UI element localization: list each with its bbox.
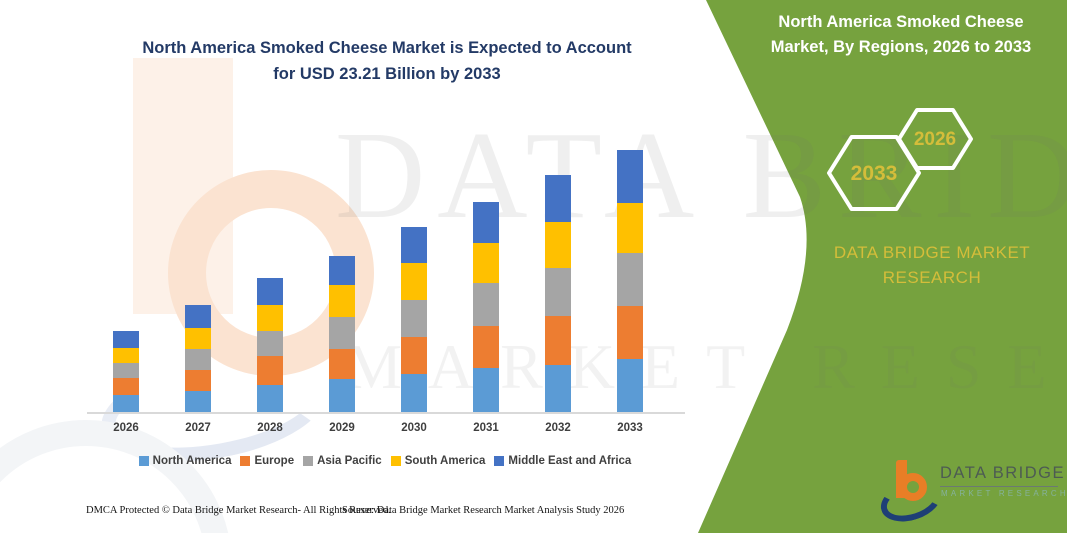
bar-segment-north-america bbox=[257, 385, 283, 412]
chart-title-line2: for USD 23.21 Billion by 2033 bbox=[273, 64, 501, 83]
x-axis-label-2030: 2030 bbox=[401, 422, 427, 434]
bar-group-2027 bbox=[185, 305, 211, 412]
panel-title-line2: Market, By Regions, 2026 to 2033 bbox=[770, 37, 1032, 56]
bar-segment-asia-pacific bbox=[185, 349, 211, 370]
bar-group-2030 bbox=[401, 227, 427, 412]
hexagon-2026 bbox=[897, 108, 973, 170]
x-axis-label-2028: 2028 bbox=[257, 422, 283, 434]
bar-segment-europe bbox=[185, 370, 211, 391]
hexagon-2033 bbox=[827, 135, 921, 211]
bar-segment-north-america bbox=[401, 374, 427, 412]
legend-item-north-america: North America bbox=[138, 455, 232, 467]
legend-item-europe: Europe bbox=[240, 455, 294, 467]
hexagon-2033-label: 2033 bbox=[850, 162, 898, 185]
chart-legend: North America Europe Asia Pacific South Ame… bbox=[80, 455, 690, 467]
legend-item-south-america: South America bbox=[390, 455, 486, 467]
legend-item-asia-pacific: Asia Pacific bbox=[303, 455, 382, 467]
chart-title: North America Smoked Cheese Market is Ex… bbox=[92, 36, 682, 87]
bar-chart: 2026 2027 2028 2029 2030 2031 2032 2033 bbox=[87, 130, 685, 434]
legend-label-south-america: South America bbox=[404, 455, 486, 467]
x-axis-line bbox=[87, 412, 685, 414]
panel-title-line1: North America Smoked Cheese bbox=[778, 13, 1024, 31]
footer-copyright: DMCA Protected © Data Bridge Market Rese… bbox=[86, 505, 391, 516]
bar-segment-south-america bbox=[401, 263, 427, 300]
bar-segment-middle-east-and-africa bbox=[185, 305, 211, 328]
bar-segment-middle-east-and-africa bbox=[113, 331, 139, 348]
bar-group-2026 bbox=[113, 331, 139, 412]
hexagon-2026-label: 2026 bbox=[913, 129, 957, 150]
bar-group-2029 bbox=[329, 256, 355, 412]
legend-swatch-north-america bbox=[138, 456, 149, 466]
company-logo: DATA BRIDGE MARKET RESEARCH bbox=[875, 458, 1066, 529]
bar-segment-europe bbox=[113, 378, 139, 395]
bar-segment-middle-east-and-africa bbox=[473, 202, 499, 243]
legend-label-north-america: North America bbox=[152, 455, 232, 467]
bar-segment-south-america bbox=[617, 203, 643, 253]
bar-segment-middle-east-and-africa bbox=[329, 256, 355, 285]
chart-title-line1: North America Smoked Cheese Market is Ex… bbox=[142, 39, 632, 57]
bar-group-2033 bbox=[617, 150, 643, 412]
bar-segment-middle-east-and-africa bbox=[617, 150, 643, 203]
x-axis-label-2032: 2032 bbox=[545, 422, 571, 434]
bar-segment-north-america bbox=[329, 379, 355, 412]
x-axis-label-2026: 2026 bbox=[113, 422, 139, 434]
legend-swatch-south-america bbox=[390, 456, 401, 466]
bar-segment-europe bbox=[617, 306, 643, 359]
panel-title: North America Smoked Cheese Market, By R… bbox=[745, 10, 1057, 60]
legend-label-europe: Europe bbox=[254, 455, 295, 467]
bar-segment-south-america bbox=[329, 285, 355, 317]
bar-segment-middle-east-and-africa bbox=[401, 227, 427, 263]
bar-group-2032 bbox=[545, 175, 571, 412]
bar-group-2028 bbox=[257, 278, 283, 412]
bar-segment-europe bbox=[401, 337, 427, 374]
bar-segment-asia-pacific bbox=[329, 317, 355, 349]
bar-segment-north-america bbox=[473, 368, 499, 412]
logo-name: DATA BRIDGE bbox=[940, 464, 1064, 487]
logo-subtitle: MARKET RESEARCH bbox=[941, 489, 1067, 498]
bar-segment-europe bbox=[473, 326, 499, 368]
footer-source: Source: Data Bridge Market Research Mark… bbox=[342, 505, 625, 516]
x-axis-label-2031: 2031 bbox=[473, 422, 499, 434]
bar-segment-asia-pacific bbox=[473, 283, 499, 326]
bar-segment-asia-pacific bbox=[617, 253, 643, 306]
bar-segment-north-america bbox=[617, 359, 643, 412]
bar-segment-asia-pacific bbox=[401, 300, 427, 337]
bar-group-2031 bbox=[473, 202, 499, 412]
bar-segment-north-america bbox=[185, 391, 211, 412]
brand-text: DATA BRIDGE MARKET RESEARCH bbox=[833, 243, 1031, 287]
x-axis-label-2033: 2033 bbox=[617, 422, 643, 434]
bar-segment-europe bbox=[545, 316, 571, 365]
legend-swatch-middle-east-and-africa bbox=[494, 456, 505, 466]
bar-segment-middle-east-and-africa bbox=[545, 175, 571, 222]
legend-label-asia-pacific: Asia Pacific bbox=[317, 455, 382, 467]
x-axis-label-2027: 2027 bbox=[185, 422, 211, 434]
green-panel-shape bbox=[698, 0, 1067, 533]
legend-swatch-europe bbox=[240, 456, 251, 466]
legend-label-middle-east-and-africa: Middle East and Africa bbox=[508, 455, 632, 467]
bar-segment-south-america bbox=[545, 222, 571, 268]
bar-segment-asia-pacific bbox=[113, 363, 139, 378]
bar-segment-south-america bbox=[473, 243, 499, 283]
bar-segment-europe bbox=[257, 356, 283, 385]
legend-swatch-asia-pacific bbox=[303, 456, 314, 466]
x-axis-label-2029: 2029 bbox=[329, 422, 355, 434]
bar-segment-asia-pacific bbox=[545, 268, 571, 316]
bar-segment-north-america bbox=[545, 365, 571, 412]
bar-segment-europe bbox=[329, 349, 355, 379]
bar-segment-south-america bbox=[257, 305, 283, 331]
bar-segment-middle-east-and-africa bbox=[257, 278, 283, 305]
logo-b-bowl-icon bbox=[899, 473, 927, 501]
legend-item-middle-east-and-africa: Middle East and Africa bbox=[494, 455, 631, 467]
bar-segment-asia-pacific bbox=[257, 331, 283, 356]
bar-segment-north-america bbox=[113, 395, 139, 412]
bar-segment-south-america bbox=[113, 348, 139, 363]
bar-segment-south-america bbox=[185, 328, 211, 349]
